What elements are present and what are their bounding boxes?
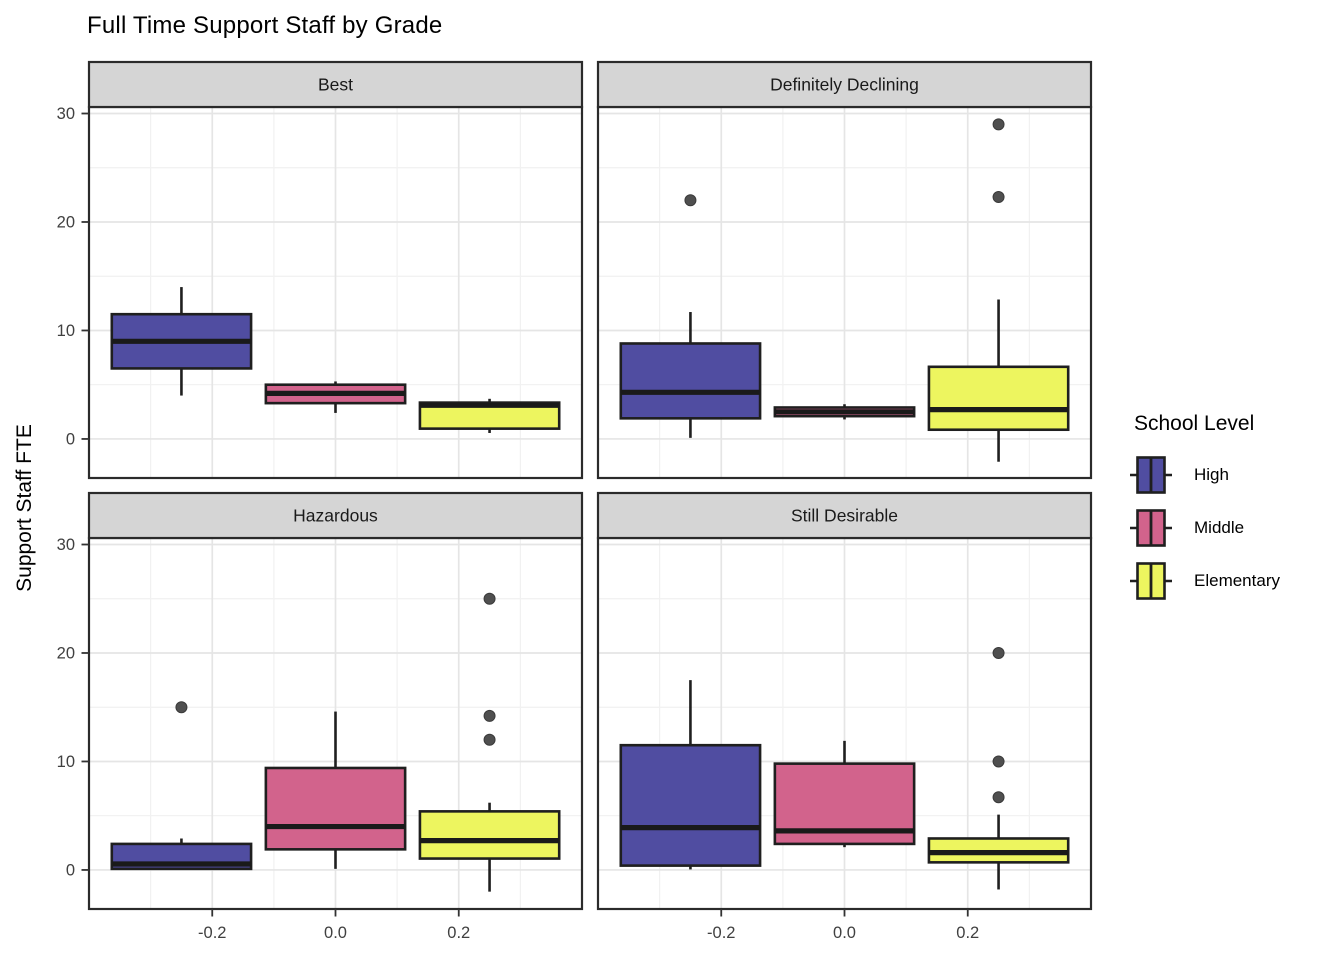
y-tick-label: 10 [57,322,75,340]
facet-strip-label: Still Desirable [791,506,898,526]
boxplot-box [418,810,561,860]
outlier-point [483,733,496,746]
boxplot-box [619,743,762,867]
legend-title: School Level [1134,412,1255,435]
legend-item-elementary: Elementary [1128,560,1339,602]
x-tick-label: 0.2 [956,924,979,942]
plot-title: Full Time Support Staff by Grade [87,12,443,39]
x-tick-label: 0.2 [447,924,470,942]
facet-strip [87,60,584,109]
facet-strip [596,60,1093,109]
outlier-point [483,709,496,722]
y-tick-label: 20 [57,213,75,231]
legend-key-boxplot-icon [1130,456,1172,494]
legend-item-middle: Middle [1128,507,1339,549]
facet-strip [596,491,1093,540]
boxplot-box [619,342,762,420]
outlier-point [175,701,188,714]
outlier-point [483,592,496,605]
legend-key-boxplot-icon [1130,562,1172,600]
legend-label: Elementary [1194,571,1280,590]
y-tick-label: 10 [57,753,75,771]
y-tick-label: 0 [66,861,75,879]
x-tick-label: -0.2 [198,924,226,942]
facet-strip-label: Best [318,75,353,95]
boxplot-box [927,365,1070,432]
boxplot-box [264,766,407,851]
facet-strip [87,491,584,540]
legend-items: High Middle Elementary [1124,454,1339,602]
legend-label: High [1194,465,1229,484]
legend: School Level High Middle Elementary [1124,412,1339,613]
outlier-point [992,791,1005,804]
x-tick-label: 0.0 [833,924,856,942]
outlier-point [992,646,1005,659]
outlier-point [992,118,1005,131]
outlier-point [684,194,697,207]
facet-strip-label: Definitely Declining [770,75,919,95]
outlier-point [992,755,1005,768]
x-tick-label: -0.2 [707,924,735,942]
facet-strip-label: Hazardous [293,506,378,526]
y-tick-label: 30 [57,105,75,123]
legend-label: Middle [1194,518,1245,537]
x-tick-label: 0.0 [324,924,347,942]
legend-item-high: High [1128,454,1339,496]
legend-key-boxplot-icon [1130,509,1172,547]
outlier-point [992,191,1005,204]
y-tick-label: 20 [57,644,75,662]
y-tick-label: 30 [57,536,75,554]
y-tick-label: 0 [66,430,75,448]
